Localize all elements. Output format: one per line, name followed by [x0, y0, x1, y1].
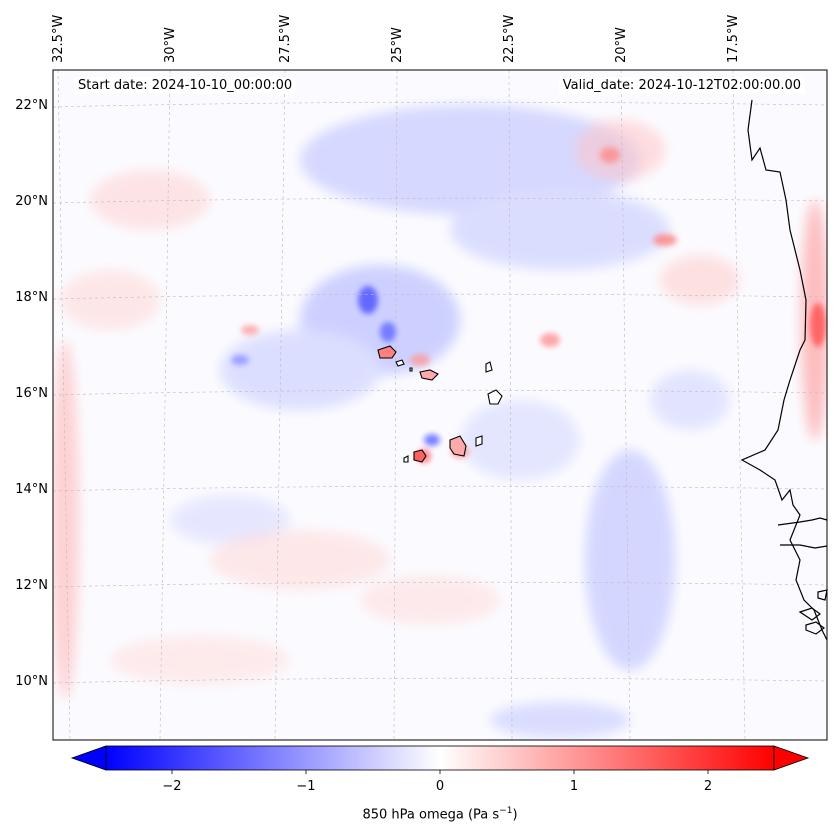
colorbar-tick-2: 2 [703, 779, 713, 794]
island-fogo [413, 449, 427, 463]
cape-verde-islands [377, 345, 503, 463]
lon-label-22-5w: 22.5°W [502, 14, 517, 63]
island-brava [403, 455, 409, 463]
island-sao-vicente [395, 359, 405, 367]
colorbar-label-close: ) [512, 807, 518, 823]
colorbar-tick-0: 0 [435, 779, 445, 794]
colorbar-label: 850 hPa omega (Pa s−1) [0, 806, 837, 822]
lon-label-32-5w: 32.5°W [51, 14, 66, 63]
lat-label-18n: 18°N [15, 290, 48, 305]
colorbar-tick-1: 1 [569, 779, 579, 794]
africa-coastline [740, 99, 828, 641]
lon-label-20w: 20°W [614, 27, 629, 63]
colorbar-label-main: 850 hPa omega (Pa s [362, 807, 500, 823]
start-date-label: Start date: 2024-10-10_00:00:00 [74, 77, 297, 94]
colorbar [70, 745, 810, 774]
colorbar-gradient [105, 745, 775, 771]
lat-label-10n: 10°N [15, 674, 48, 689]
colorbar-extend-max [773, 745, 810, 771]
island-santo-antao [377, 345, 397, 359]
colorbar-label-exponent: −1 [499, 806, 513, 816]
lon-label-27-5w: 27.5°W [278, 14, 293, 63]
colorbar-tick-neg1: −1 [296, 779, 316, 794]
lon-label-17-5w: 17.5°W [726, 14, 741, 63]
island-santiago [449, 435, 467, 457]
coast-gambia [780, 544, 828, 549]
island-boa-vista [487, 389, 503, 405]
lat-label-22n: 22°N [15, 98, 48, 113]
bissagos-islands [798, 607, 821, 621]
coastlines [740, 99, 828, 641]
graticule [53, 70, 827, 740]
lat-label-16n: 16°N [15, 386, 48, 401]
colorbar-extend-min [70, 745, 107, 771]
omega-field [53, 105, 827, 738]
omega-negative-areas [170, 105, 730, 738]
guinea-islands [805, 621, 825, 635]
lat-label-20n: 20°N [15, 194, 48, 209]
lon-label-25w: 25°W [390, 27, 405, 63]
coast-senegal [777, 517, 828, 526]
map-frame [52, 69, 828, 741]
lat-label-14n: 14°N [15, 482, 48, 497]
lat-label-12n: 12°N [15, 578, 48, 593]
island-maio [475, 435, 483, 447]
island-santa-luzia [409, 367, 413, 372]
coast-guinea-bissau [817, 589, 828, 601]
island-sal [485, 361, 493, 373]
lon-label-30w: 30°W [163, 27, 178, 63]
colorbar-tick-neg2: −2 [162, 779, 182, 794]
valid-date-label: Valid_date: 2024-10-12T02:00:00.00 [558, 77, 805, 94]
island-sao-nicolau [419, 369, 439, 381]
